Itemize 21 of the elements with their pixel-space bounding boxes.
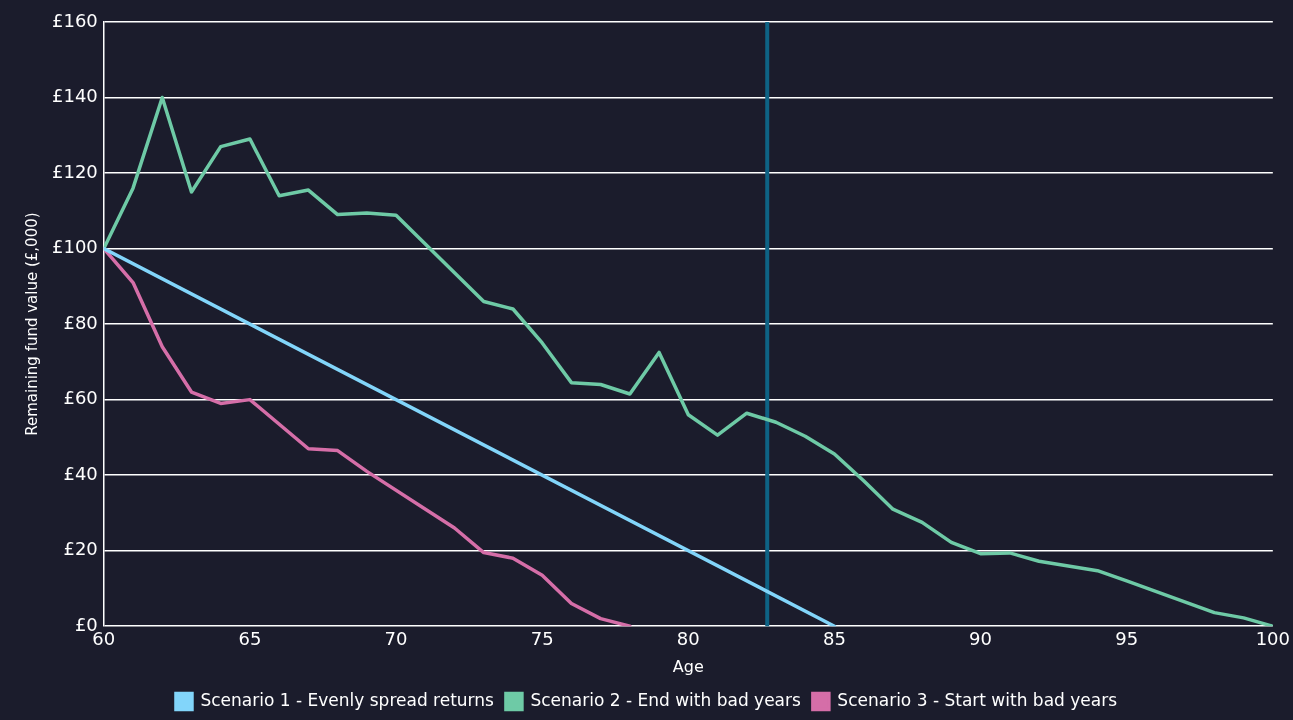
x-tick-label: 90: [969, 627, 993, 649]
x-tick-label: 70: [384, 627, 408, 649]
x-tick-label: 85: [822, 627, 846, 649]
y-tick-label: £80: [63, 311, 98, 333]
y-tick-label: £100: [52, 236, 98, 258]
x-tick-label: 80: [676, 627, 700, 649]
legend-label: Scenario 3 - Start with bad years: [837, 689, 1118, 710]
x-tick-label: 65: [238, 627, 262, 649]
y-tick-label: £40: [63, 462, 98, 484]
x-axis-title: Age: [672, 656, 704, 676]
legend-label: Scenario 1 - Evenly spread returns: [200, 689, 495, 710]
y-tick-label: £120: [52, 160, 98, 182]
x-tick-label: 100: [1255, 627, 1290, 649]
x-tick-label: 75: [530, 627, 554, 649]
y-tick-label: £140: [52, 85, 98, 107]
y-axis-title: Remaining fund value (£,000): [22, 212, 41, 436]
y-tick-label: £20: [63, 538, 98, 560]
legend-label: Scenario 2 - End with bad years: [530, 689, 802, 710]
y-tick-label: £60: [63, 387, 98, 409]
y-tick-label: £160: [52, 9, 98, 31]
x-tick-label: 95: [1115, 627, 1139, 649]
